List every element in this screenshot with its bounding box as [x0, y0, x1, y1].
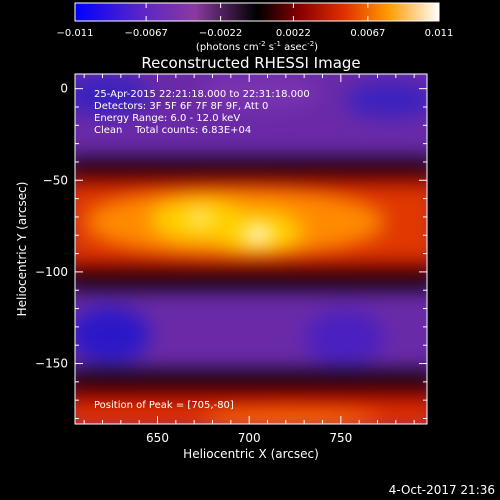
- heatmap: [75, 74, 427, 424]
- blob-top-left-blue: [75, 75, 150, 115]
- band-red-lower: [75, 262, 427, 276]
- annotation-time: 25-Apr-2015 22:21:18.000 to 22:31:18.000: [94, 89, 310, 100]
- plot-frame: [74, 73, 428, 425]
- annotation-peak: Position of Peak = [705,-80]: [94, 400, 234, 411]
- colorbar: −0.011 −0.0067 −0.0022 0.0022 0.0067 0.011 (p…: [56, 2, 453, 53]
- y-tick-label: −100: [35, 265, 68, 279]
- blob-lower-right-blue: [305, 310, 385, 366]
- blob-top-mid-purple: [200, 74, 320, 110]
- x-tick-label: 650: [146, 431, 169, 445]
- colorbar-units: (photons cm-2 s-1 asec-2): [196, 40, 318, 53]
- band-red-bottom: [75, 386, 427, 402]
- band-black-lower: [75, 274, 427, 292]
- blob-top-right-blue: [345, 82, 427, 118]
- core-white: [244, 226, 272, 244]
- annotation-clean: Clean Total counts: 6.83E+04: [94, 125, 251, 136]
- x-tick-label: 750: [329, 431, 352, 445]
- y-tick-label: −150: [35, 357, 68, 371]
- blob-bottom-orange: [200, 408, 380, 424]
- colorbar-strip: [74, 2, 440, 22]
- y-axis-label: Heliocentric Y (arcsec): [15, 182, 29, 317]
- annotation-block: 25-Apr-2015 22:21:18.000 to 22:31:18.000…: [94, 89, 310, 411]
- annotation-detectors: Detectors: 3F 5F 6F 7F 8F 9F, Att 0: [94, 101, 268, 112]
- y-tick-label: −50: [43, 173, 68, 187]
- chart-title: Reconstructed RHESSI Image: [141, 54, 360, 72]
- axis-ticks: 650 700 750 0 −50 −100 −150: [35, 74, 427, 445]
- y-tick-label: 0: [60, 82, 68, 96]
- x-tick-label: 700: [238, 431, 261, 445]
- colorbar-tick-label: −0.0067: [124, 28, 167, 39]
- band-red-upper: [75, 172, 427, 186]
- band-black-upper: [75, 158, 427, 176]
- core-white-2: [190, 211, 210, 225]
- band-black-bottom: [75, 370, 427, 386]
- x-axis-label: Heliocentric X (arcsec): [183, 447, 319, 461]
- colorbar-tick-label: 0.011: [425, 28, 454, 39]
- colorbar-tick-label: −0.0022: [199, 28, 242, 39]
- footer-date: 4-Oct-2017 21:36: [389, 483, 495, 497]
- colorbar-tick-label: −0.011: [56, 28, 93, 39]
- heatmap-bands: [75, 74, 427, 424]
- blob-lower-left-blue: [75, 307, 150, 363]
- colorbar-tick-label: 0.0067: [350, 28, 385, 39]
- colorbar-tick-label: 0.0022: [276, 28, 311, 39]
- colorbar-ticks: −0.011 −0.0067 −0.0022 0.0022 0.0067 0.011: [56, 3, 453, 39]
- annotation-energy: Energy Range: 6.0 - 12.0 keV: [94, 113, 240, 124]
